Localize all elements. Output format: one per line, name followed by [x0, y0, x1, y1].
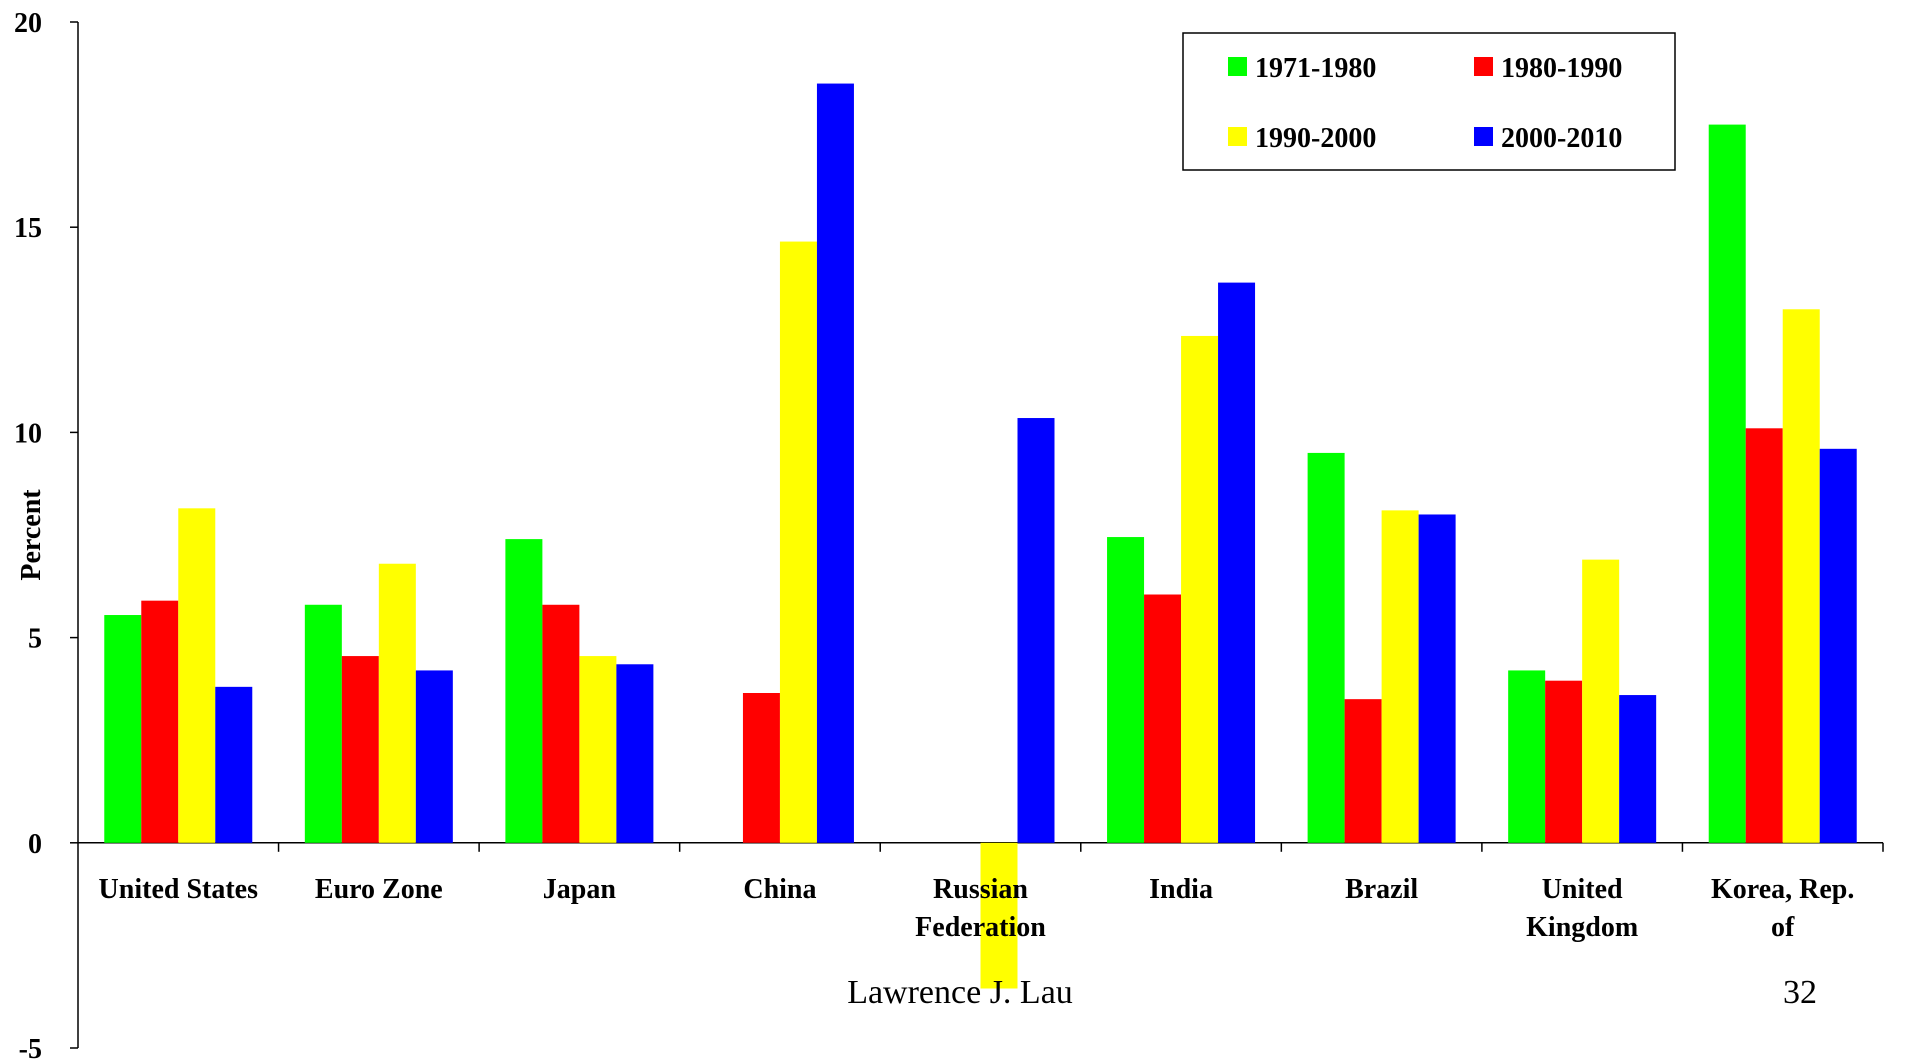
y-axis-title: Percent [16, 489, 47, 581]
y-tick-label: 0 [28, 829, 42, 860]
bar [1508, 670, 1546, 843]
bar [1782, 309, 1820, 843]
x-category-label: Kingdom [1526, 912, 1638, 943]
legend-label: 1990-2000 [1255, 123, 1376, 154]
bar [505, 539, 543, 843]
legend-label: 1980-1990 [1501, 53, 1622, 84]
category-labels: United States Euro Zone Japan China Russian F… [99, 874, 1855, 943]
bars [104, 83, 1857, 989]
footer-page-number: 32 [1783, 974, 1817, 1011]
bar [1307, 452, 1345, 843]
legend-swatch [1474, 127, 1493, 146]
x-ticks [277, 842, 1884, 852]
x-category-label: United States [99, 874, 259, 905]
legend-items: 1971-1980 1980-1990 1990-2000 2000-2010 [1228, 53, 1622, 154]
bar [1619, 695, 1657, 843]
bar [1017, 418, 1055, 843]
y-ticks: -5 0 5 10 15 20 [14, 8, 78, 1060]
bar [215, 686, 253, 843]
x-category-label: Russian [933, 874, 1028, 905]
x-category-label: Korea, Rep. [1711, 874, 1854, 905]
bar [579, 656, 617, 843]
legend-swatch [1228, 127, 1247, 146]
bar [742, 693, 780, 843]
y-tick-label: 5 [28, 624, 42, 655]
bar [178, 508, 216, 843]
legend-swatch [1474, 57, 1493, 76]
x-category-label: of [1771, 912, 1795, 943]
bar [779, 241, 817, 843]
bar [1107, 537, 1145, 843]
bar [304, 604, 342, 843]
y-tick-label: 20 [14, 8, 42, 39]
bar [1381, 510, 1419, 843]
bar [341, 656, 379, 843]
footer-author: Lawrence J. Lau [847, 974, 1073, 1011]
y-tick-label: 10 [14, 418, 42, 449]
bar [1545, 680, 1583, 843]
x-category-label: Euro Zone [315, 874, 443, 905]
x-category-label: Federation [915, 912, 1046, 943]
x-category-label: India [1149, 874, 1213, 905]
x-category-label: Brazil [1345, 874, 1418, 905]
bar [542, 604, 580, 843]
legend: 1971-1980 1980-1990 1990-2000 2000-2010 [1182, 32, 1676, 171]
bar [1218, 282, 1256, 843]
bar [1144, 594, 1182, 843]
bar [1181, 335, 1219, 843]
bar [1708, 124, 1746, 843]
y-tick-label: 15 [14, 213, 42, 244]
bar [616, 664, 654, 843]
bar [1418, 514, 1456, 843]
bar [1745, 428, 1783, 843]
legend-label: 2000-2010 [1501, 123, 1622, 154]
legend-swatch [1228, 57, 1247, 76]
bar [816, 83, 854, 843]
bar [980, 842, 1018, 989]
bar [378, 563, 416, 843]
bar [104, 615, 142, 843]
x-category-label: United [1542, 874, 1623, 905]
bar [415, 670, 453, 843]
bar [1582, 559, 1620, 843]
bar [1344, 699, 1382, 843]
legend-label: 1971-1980 [1255, 53, 1376, 84]
legend-box [1182, 32, 1676, 171]
y-tick-label: -5 [19, 1034, 42, 1060]
x-category-label: China [743, 874, 816, 905]
bar [1819, 448, 1857, 843]
bar [141, 600, 179, 843]
x-category-label: Japan [543, 874, 617, 905]
